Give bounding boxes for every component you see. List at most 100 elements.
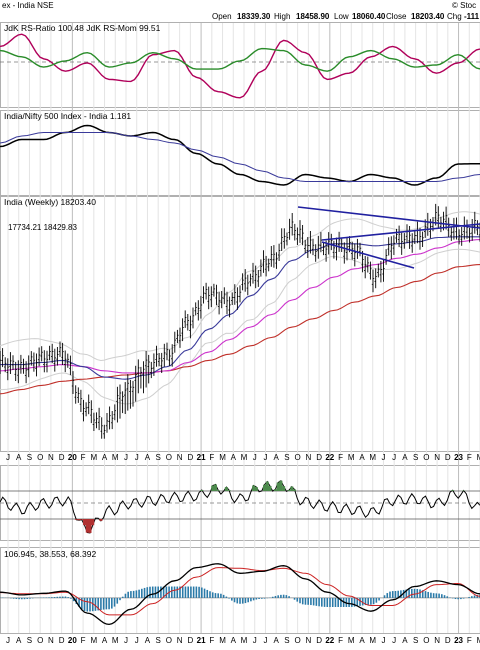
- ma-values-text: 17734.21 18429.83: [8, 223, 78, 232]
- close-label: Close: [386, 12, 407, 21]
- chg-label: Chg: [447, 12, 462, 21]
- x-tick-label: O: [423, 636, 429, 645]
- x-tick-label: F: [209, 453, 214, 462]
- x-tick-label: A: [16, 636, 22, 645]
- x-tick-label: S: [413, 453, 418, 462]
- x-tick-label: F: [338, 453, 343, 462]
- x-tick-label: M: [477, 453, 480, 462]
- x-tick-label: A: [359, 453, 365, 462]
- macd-legend-text: 106.945, 38.553, 68.392: [4, 549, 96, 559]
- price-legend: India (Weekly) 18203.40 17734.21 18429.8…: [4, 197, 96, 232]
- high-label: High: [274, 12, 290, 21]
- price-legend-text: India (Weekly) 18203.40: [4, 197, 96, 207]
- x-tick-label: N: [48, 453, 54, 462]
- moving-average-line: [0, 236, 480, 380]
- x-tick-label: A: [402, 453, 408, 462]
- close-value: 18203.40: [411, 12, 445, 21]
- macd-layer: [0, 563, 480, 626]
- x-tick-label: J: [392, 453, 396, 462]
- x-tick-label: A: [359, 636, 365, 645]
- x-tick-label: D: [445, 453, 451, 462]
- x-tick-label: M: [348, 636, 355, 645]
- rrg-series-line: [0, 33, 480, 99]
- rrg-legend: JdK RS-Ratio 100.48 JdK RS-Mom 99.51: [4, 23, 161, 33]
- low-label: Low: [334, 12, 349, 21]
- x-tick-label: M: [90, 453, 97, 462]
- x-tick-label: F: [338, 636, 343, 645]
- x-tick-label: F: [467, 453, 472, 462]
- x-tick-label: 20: [68, 636, 77, 645]
- x-tick-label: S: [156, 636, 161, 645]
- x-tick-label: F: [209, 636, 214, 645]
- x-tick-label: M: [369, 453, 376, 462]
- macd-line: [0, 563, 480, 626]
- x-tick-label: J: [6, 636, 10, 645]
- x-axis-upper: J A S O N D 20 F M A M J J A S O N D 21 F M A M J J A S O N D 22 F M A M J J…: [6, 453, 480, 462]
- x-tick-label: M: [112, 636, 119, 645]
- x-tick-label: 21: [197, 636, 206, 645]
- x-tick-label: 23: [454, 453, 463, 462]
- band-upper: [0, 211, 480, 362]
- x-tick-label: J: [135, 453, 139, 462]
- x-tick-label: D: [187, 636, 193, 645]
- x-tick-label: O: [37, 636, 43, 645]
- x-tick-label: O: [423, 453, 429, 462]
- x-tick-label: M: [348, 453, 355, 462]
- x-tick-label: D: [445, 636, 451, 645]
- x-tick-label: A: [145, 636, 151, 645]
- x-tick-label: A: [231, 453, 237, 462]
- x-tick-label: M: [241, 636, 248, 645]
- x-tick-label: S: [284, 453, 289, 462]
- x-tick-label: J: [253, 636, 257, 645]
- x-tick-label: M: [477, 636, 480, 645]
- x-tick-label: J: [135, 636, 139, 645]
- x-tick-label: M: [219, 453, 226, 462]
- x-tick-label: J: [263, 636, 267, 645]
- x-tick-label: A: [145, 453, 151, 462]
- x-tick-label: N: [305, 453, 311, 462]
- x-tick-label: J: [381, 636, 385, 645]
- relative-legend-text: India/Nifty 500 Index - India 1.181: [4, 111, 131, 121]
- x-tick-label: D: [187, 453, 193, 462]
- x-tick-label: S: [413, 636, 418, 645]
- price-panel-frame: [0, 196, 480, 452]
- x-tick-label: O: [166, 453, 172, 462]
- rrg-lines: [0, 33, 480, 99]
- chart-logo: © Stoc: [452, 1, 476, 10]
- x-tick-label: M: [219, 636, 226, 645]
- rrg-panel-frame: [0, 22, 480, 108]
- x-tick-label: J: [381, 453, 385, 462]
- x-tick-label: N: [177, 453, 183, 462]
- x-tick-label: N: [305, 636, 311, 645]
- x-tick-label: O: [37, 453, 43, 462]
- x-tick-label: D: [59, 636, 65, 645]
- trendline-wedge-upper: [321, 223, 480, 241]
- x-tick-label: A: [402, 636, 408, 645]
- x-tick-label: N: [434, 636, 440, 645]
- x-tick-label: M: [241, 453, 248, 462]
- x-tick-label: A: [102, 636, 108, 645]
- macd-panel-frame: [0, 547, 480, 634]
- x-tick-label: 22: [325, 453, 334, 462]
- x-tick-label: S: [27, 453, 32, 462]
- x-tick-label: M: [90, 636, 97, 645]
- x-tick-label: N: [434, 453, 440, 462]
- relative-series-line: [0, 124, 480, 186]
- macd-signal-line: [0, 567, 480, 616]
- x-tick-label: A: [16, 453, 22, 462]
- open-label: Open: [212, 12, 232, 21]
- x-tick-label: J: [124, 453, 128, 462]
- x-tick-label: D: [59, 453, 65, 462]
- x-tick-label: J: [124, 636, 128, 645]
- chg-value: -111: [464, 12, 480, 21]
- x-tick-label: A: [274, 453, 280, 462]
- x-tick-label: O: [295, 453, 301, 462]
- x-tick-label: J: [392, 636, 396, 645]
- rsi-layer: [0, 479, 480, 534]
- moving-average-line: [0, 264, 480, 395]
- ohlc-readout: Open 18339.30 High 18458.90 Low 18060.40…: [212, 12, 480, 21]
- rrg-series-line: [0, 47, 480, 72]
- x-tick-label: S: [156, 453, 161, 462]
- x-tick-label: 20: [68, 453, 77, 462]
